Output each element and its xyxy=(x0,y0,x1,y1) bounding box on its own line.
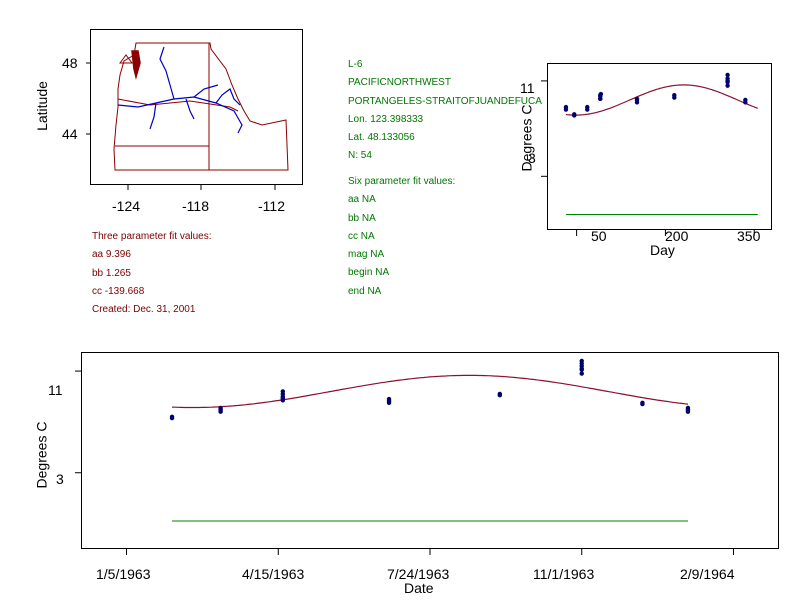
timeseries-ytick-3: 3 xyxy=(56,471,64,487)
six-param-begin: begin NA xyxy=(348,267,390,279)
timeseries-data-point-11 xyxy=(280,389,286,394)
timeseries-data-point-17 xyxy=(497,391,502,397)
seasonal-chart xyxy=(541,72,758,236)
timeseries-ytick-11: 11 xyxy=(48,382,63,398)
station-info: L-6 PACIFICNORTHWEST PORTANGELES-STRAITO… xyxy=(348,56,542,166)
timeseries-data-point-5 xyxy=(218,405,223,411)
timeseries-ylabel: Degrees C xyxy=(33,421,50,489)
map-xtick-118: -118 xyxy=(182,198,209,214)
timeseries-data-point-15 xyxy=(386,396,392,402)
seasonal-data-point-3 xyxy=(572,112,577,117)
map-xtick-124: -124 xyxy=(112,198,141,214)
map-ticks xyxy=(86,62,276,190)
timeseries-data-point-1 xyxy=(169,414,175,420)
timeseries-xtick-3: 11/1/1963 xyxy=(533,566,595,582)
timeseries-data-point-29 xyxy=(685,405,691,411)
timeseries-data-point-25 xyxy=(640,400,645,406)
seasonal-data-point-20 xyxy=(725,83,730,88)
timeseries-xtick-0: 1/5/1963 xyxy=(96,566,151,582)
station-location: PORTANGELES-STRAITOFJUANDEFUCA xyxy=(348,95,542,107)
three-param-aa: aa 9.396 xyxy=(92,249,131,261)
timeseries-chart xyxy=(75,358,734,555)
seasonal-data-point-9 xyxy=(598,96,603,101)
station-lat: Lat. 48.133056 xyxy=(348,132,415,144)
three-param-bb: bb 1.265 xyxy=(92,267,131,279)
seasonal-data-point-5 xyxy=(585,104,590,110)
seasonal-data-point-1 xyxy=(563,104,569,110)
timeseries-xlabel: Date xyxy=(404,580,434,596)
seasonal-ytick-3: 3 xyxy=(528,150,536,166)
timeseries-xtick-2: 7/24/1963 xyxy=(387,566,450,582)
three-param-title: Three parameter fit values: xyxy=(92,231,212,242)
timeseries-xtick-4: 2/9/1964 xyxy=(680,566,735,582)
seasonal-fit-curve xyxy=(565,84,758,116)
seasonal-data-point-18 xyxy=(725,72,730,78)
timeseries-data-point-22 xyxy=(579,358,584,364)
station-region: PACIFICNORTHWEST xyxy=(348,77,451,89)
seasonal-data-point-13 xyxy=(634,97,640,103)
timeseries-chart-frame xyxy=(81,352,779,549)
station-marker xyxy=(119,54,133,64)
six-param-end: end NA xyxy=(348,285,382,297)
three-param-info: Three parameter fit values: aa 9.396 bb … xyxy=(92,228,212,319)
puget-sound xyxy=(131,50,141,80)
seasonal-xtick-350: 350 xyxy=(737,228,761,244)
station-lon: Lon. 123.398333 xyxy=(348,113,424,125)
six-param-mag: mag NA xyxy=(348,249,385,261)
three-param-cc: cc -139.668 xyxy=(92,285,145,297)
map-ytick-44: 44 xyxy=(62,126,78,142)
timeseries-fit-curve xyxy=(171,374,689,409)
region-outline xyxy=(113,42,289,171)
map-xtick-112: -112 xyxy=(258,198,285,214)
seasonal-ytick-11: 11 xyxy=(520,80,535,96)
seasonal-data-point-15 xyxy=(672,93,677,98)
station-id: L-6 xyxy=(348,59,363,70)
map-ytick-48: 48 xyxy=(62,55,78,71)
map-ylabel: Latitude xyxy=(33,81,50,131)
state-boundary-wa-or xyxy=(117,98,239,112)
timeseries-data-point-18 xyxy=(579,371,584,376)
seasonal-data-point-10 xyxy=(598,91,604,97)
six-param-title: Six parameter fit values: xyxy=(348,176,456,187)
timeseries-data-point-23 xyxy=(579,366,584,371)
station-n: N: 54 xyxy=(348,150,372,162)
six-param-aa: aa NA xyxy=(348,194,376,206)
six-param-cc: cc NA xyxy=(348,230,375,242)
seasonal-xlabel: Day xyxy=(650,242,675,258)
timeseries-xtick-1: 4/15/1963 xyxy=(242,566,305,582)
willamette-river xyxy=(149,98,195,130)
seasonal-data-point-22 xyxy=(743,97,748,103)
six-param-info: Six parameter fit values: aa NA bb NA cc… xyxy=(348,173,455,301)
seasonal-chart-frame xyxy=(547,63,772,230)
seasonal-xtick-50: 50 xyxy=(591,228,607,244)
snake-river xyxy=(193,84,241,106)
three-param-created: Created: Dec. 31, 2001 xyxy=(92,304,196,316)
six-param-bb: bb NA xyxy=(348,212,376,224)
seasonal-data-point-19 xyxy=(725,78,730,84)
seasonal-xtick-200: 200 xyxy=(665,228,689,244)
map xyxy=(113,42,289,171)
